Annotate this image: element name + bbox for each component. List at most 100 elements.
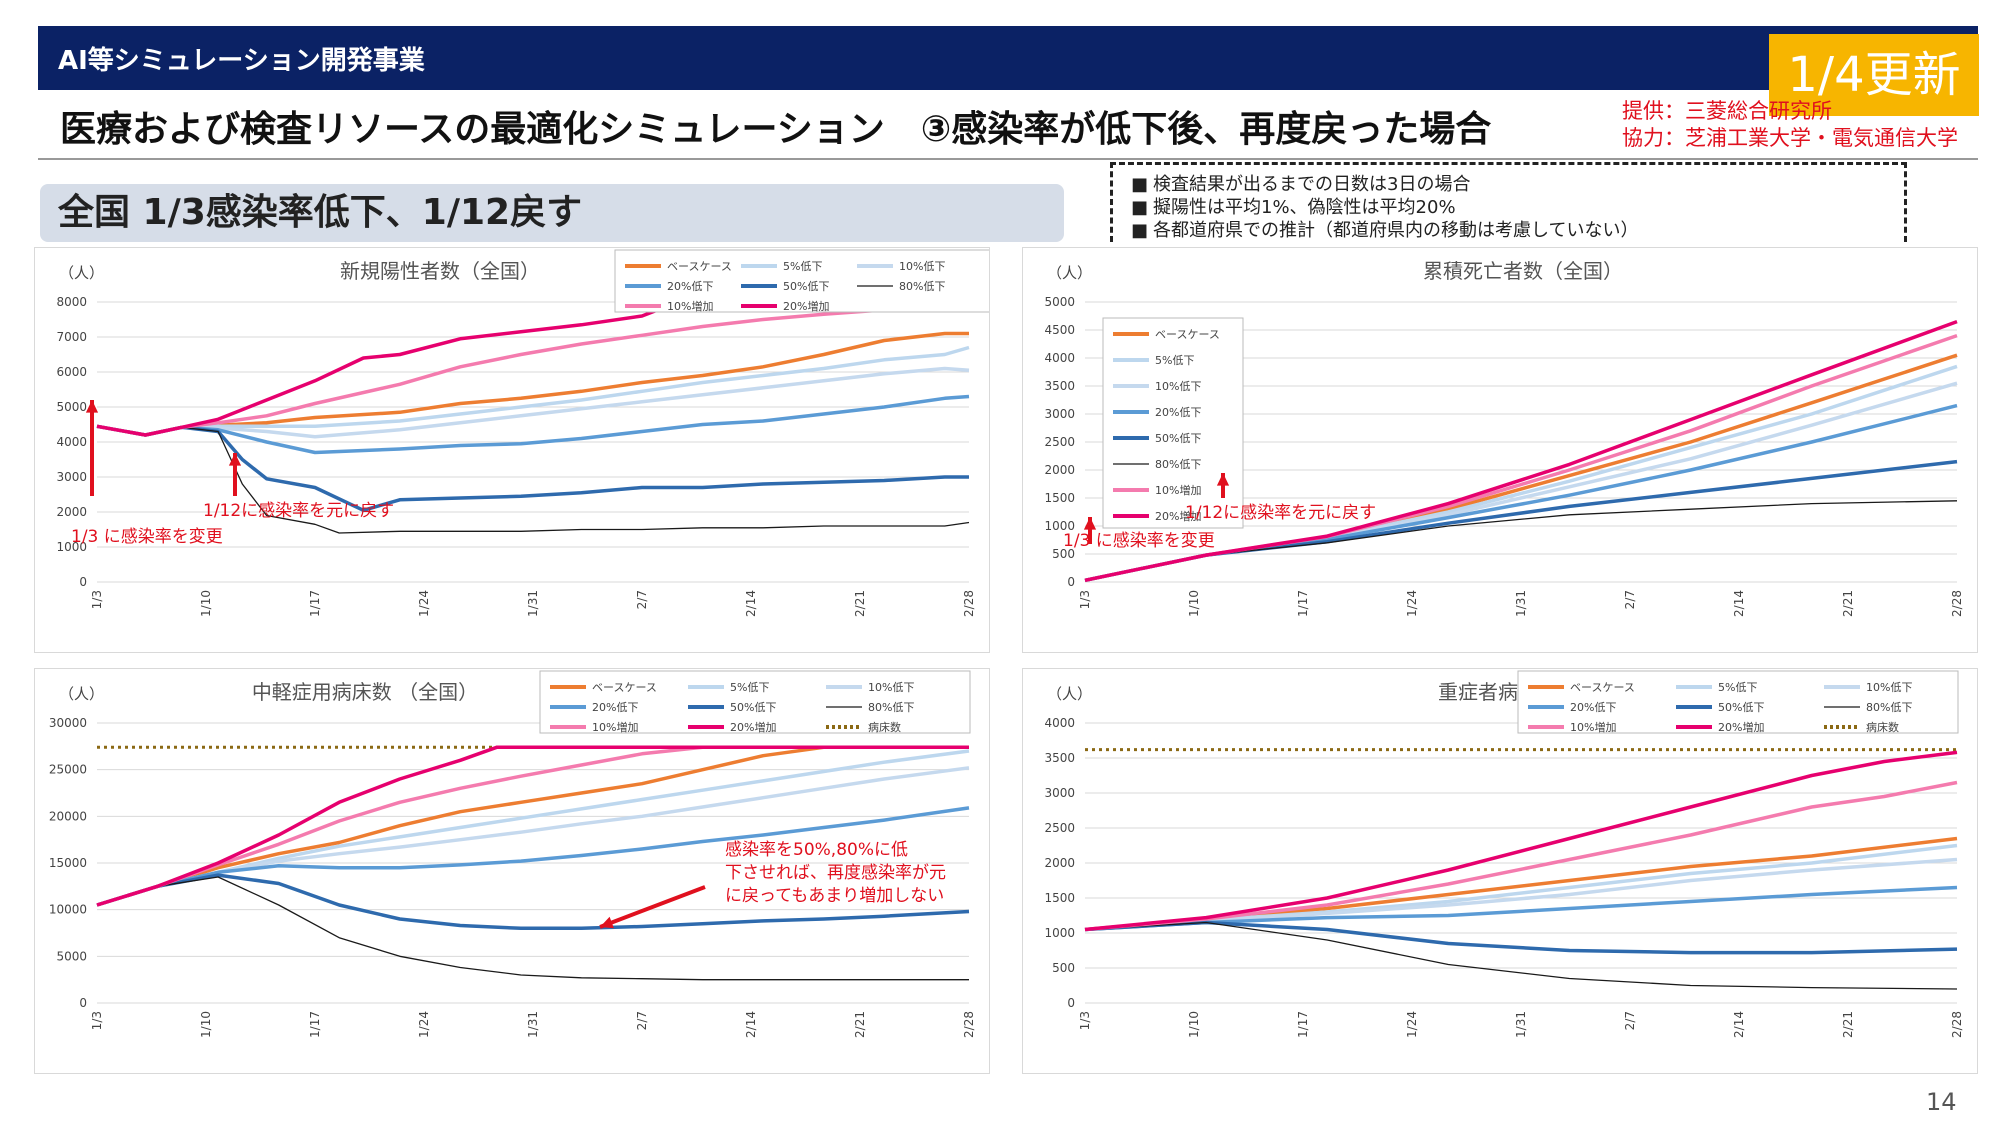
legend-label: ベースケース bbox=[667, 260, 732, 273]
y-tick-label: 10000 bbox=[49, 903, 87, 917]
x-tick-label: 2/21 bbox=[853, 590, 867, 617]
series-line bbox=[1084, 319, 1958, 583]
y-tick-label: 3000 bbox=[1044, 786, 1075, 800]
annotation-text: 下させれば、再度感染率が元 bbox=[725, 863, 946, 883]
legend-label: 5%低下 bbox=[1155, 354, 1194, 367]
unit-label: （人） bbox=[1047, 264, 1092, 282]
x-tick-label: 1/3 bbox=[1078, 1011, 1092, 1030]
y-tick-label: 25000 bbox=[49, 763, 87, 777]
bullet-icon: ■ bbox=[1131, 174, 1149, 195]
series-line bbox=[96, 766, 970, 907]
x-tick-label: 1/17 bbox=[308, 590, 322, 617]
unit-label: （人） bbox=[59, 685, 104, 703]
y-tick-label: 1000 bbox=[1044, 926, 1075, 940]
chart-title: 累積死亡者数（全国） bbox=[1423, 259, 1623, 283]
chart-svg: 0 500 1000 1500 2000 2500 3000 3500 4000 1/3 1/10 1… bbox=[1044, 670, 1964, 1038]
y-tick-label: 0 bbox=[1067, 996, 1075, 1010]
y-tick-label: 4000 bbox=[1044, 716, 1075, 730]
x-tick-label: 2/14 bbox=[1732, 590, 1746, 617]
annotation-arrow bbox=[599, 885, 706, 929]
x-tick-label: 2/14 bbox=[744, 590, 758, 617]
y-tick-label: 4000 bbox=[56, 435, 87, 449]
y-tick-label: 1000 bbox=[1044, 519, 1075, 533]
annotation-text: 1/3 に感染率を変更 bbox=[1063, 531, 1215, 551]
legend-label: 20%増加 bbox=[783, 300, 829, 313]
bullet-icon: ■ bbox=[1131, 220, 1149, 241]
legend-label: 病床数 bbox=[868, 720, 901, 734]
x-tick-label: 1/3 bbox=[1078, 590, 1092, 609]
x-tick-label: 1/24 bbox=[1405, 590, 1419, 617]
annotation-text: 1/3 に感染率を変更 bbox=[71, 527, 223, 547]
credits: 提供：三菱総合研究所 協力：芝浦工業大学・電気通信大学 bbox=[1622, 98, 1958, 152]
legend-label: 20%低下 bbox=[592, 701, 638, 714]
series-line bbox=[1084, 857, 1958, 932]
y-tick-label: 0 bbox=[79, 575, 87, 589]
x-tick-label: 1/24 bbox=[417, 590, 431, 617]
y-tick-label: 1500 bbox=[1044, 891, 1075, 905]
y-tick-label: 500 bbox=[1052, 547, 1075, 561]
annotation-arrowhead bbox=[1216, 473, 1230, 486]
legend-label: 10%低下 bbox=[868, 681, 914, 694]
x-tick-label: 2/21 bbox=[1841, 1011, 1855, 1038]
x-tick-label: 1/24 bbox=[417, 1011, 431, 1038]
chart-title: 中軽症用病床数 （全国） bbox=[252, 680, 478, 704]
legend-label: ベースケース bbox=[1155, 328, 1220, 341]
x-tick-label: 1/10 bbox=[1187, 590, 1201, 617]
x-tick-label: 1/31 bbox=[1514, 1011, 1528, 1038]
y-tick-label: 3500 bbox=[1044, 379, 1075, 393]
legend-label: 20%低下 bbox=[1155, 406, 1201, 419]
legend-label: 50%低下 bbox=[783, 280, 829, 293]
y-tick-label: 1000 bbox=[56, 540, 87, 554]
series-line bbox=[1084, 885, 1958, 932]
unit-label: （人） bbox=[1047, 685, 1092, 703]
y-tick-label: 3000 bbox=[1044, 407, 1075, 421]
y-tick-label: 8000 bbox=[56, 295, 87, 309]
y-tick-label: 2500 bbox=[1044, 435, 1075, 449]
x-tick-label: 1/17 bbox=[308, 1011, 322, 1038]
y-tick-label: 2000 bbox=[1044, 856, 1075, 870]
y-tick-label: 2000 bbox=[56, 505, 87, 519]
legend-label: 80%低下 bbox=[1155, 458, 1201, 471]
x-tick-label: 2/14 bbox=[1732, 1011, 1746, 1038]
legend-label: ベースケース bbox=[592, 681, 657, 694]
series-line bbox=[1084, 921, 1958, 990]
legend-label: 50%低下 bbox=[1155, 432, 1201, 445]
series-line bbox=[96, 745, 969, 907]
legend-label: 5%低下 bbox=[730, 681, 769, 694]
legend-label: ベースケース bbox=[1570, 681, 1635, 694]
annotation-arrowhead bbox=[85, 400, 99, 413]
legend-label: 20%低下 bbox=[667, 280, 713, 293]
series-line bbox=[1084, 920, 1958, 955]
legend-label: 10%増加 bbox=[667, 300, 713, 313]
y-tick-label: 500 bbox=[1052, 961, 1075, 975]
x-tick-label: 2/28 bbox=[1950, 590, 1964, 617]
annotation-text: 1/12に感染率を元に戻す bbox=[203, 501, 394, 521]
legend-label: 50%低下 bbox=[1718, 701, 1764, 714]
x-tick-label: 2/21 bbox=[853, 1011, 867, 1038]
annotation-arrowhead bbox=[600, 916, 614, 929]
legend-label: 20%増加 bbox=[1718, 721, 1764, 734]
y-tick-label: 0 bbox=[1067, 575, 1075, 589]
update-badge: 1/4更新 bbox=[1769, 34, 1979, 116]
y-tick-label: 3000 bbox=[56, 470, 87, 484]
x-tick-label: 1/3 bbox=[90, 590, 104, 609]
y-tick-label: 0 bbox=[79, 996, 87, 1010]
legend-label: 10%低下 bbox=[1866, 681, 1912, 694]
legend-label: 10%低下 bbox=[899, 260, 945, 273]
y-tick-label: 2500 bbox=[1044, 821, 1075, 835]
cooperation-text: 協力：芝浦工業大学・電気通信大学 bbox=[1622, 126, 1958, 150]
legend-label: 10%低下 bbox=[1155, 380, 1201, 393]
x-tick-label: 1/10 bbox=[199, 1011, 213, 1038]
y-tick-label: 1500 bbox=[1044, 491, 1075, 505]
legend-label: 80%低下 bbox=[899, 280, 945, 293]
region-title: 全国 1/3感染率低下、1/12戻す bbox=[40, 184, 1064, 242]
series-line bbox=[96, 873, 970, 931]
chart-svg: 0 500 1000 1500 2000 2500 3000 3500 4000 4500 5000… bbox=[1044, 259, 1964, 617]
legend-label: 5%低下 bbox=[1718, 681, 1757, 694]
x-tick-label: 2/7 bbox=[635, 1011, 649, 1030]
x-tick-label: 1/10 bbox=[1187, 1011, 1201, 1038]
x-tick-label: 1/31 bbox=[526, 1011, 540, 1038]
note-text: 検査結果が出るまでの日数は3日の場合 bbox=[1153, 174, 1471, 195]
x-tick-label: 1/17 bbox=[1296, 1011, 1310, 1038]
annotation-arrowhead bbox=[228, 453, 242, 466]
